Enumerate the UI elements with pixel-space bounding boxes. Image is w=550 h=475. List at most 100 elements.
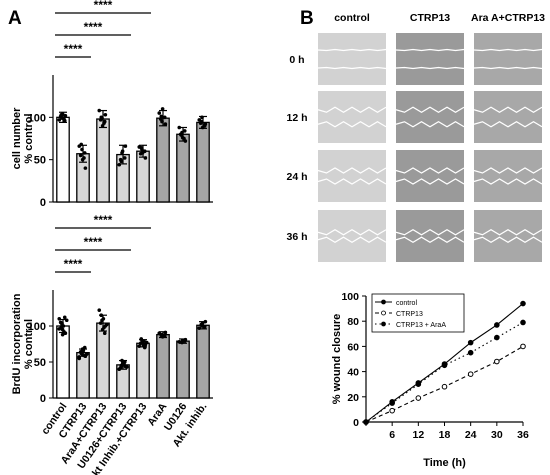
wound-edge-line: [395, 167, 465, 174]
wound-edge-line: [317, 178, 387, 185]
data-point: [159, 333, 164, 338]
data-point: [104, 322, 109, 327]
micrograph-row-label: 24 h: [286, 171, 307, 183]
data-point: [139, 337, 144, 341]
series-marker: [494, 334, 500, 341]
micrograph-column-label: CTRP13: [410, 12, 450, 24]
data-point: [57, 317, 62, 321]
wound-edge-line: [473, 167, 543, 174]
wound-edge-line: [317, 167, 387, 174]
data-point: [177, 125, 182, 130]
series-marker: [389, 400, 395, 406]
data-point: [139, 146, 144, 150]
data-point: [199, 322, 204, 327]
data-point: [120, 151, 124, 155]
data-point: [61, 324, 66, 328]
x-tick-label: 6: [389, 429, 395, 441]
data-point: [200, 115, 204, 120]
micrograph-column-label: Ara A+CTRP13: [471, 12, 545, 24]
legend-label: CTRP13: [396, 311, 423, 318]
bar: [136, 342, 150, 399]
micrograph-tile: [318, 91, 386, 143]
micrograph-row-label: 36 h: [286, 231, 307, 243]
micrograph-row-label: 0 h: [289, 54, 304, 66]
bar: [196, 121, 210, 203]
data-point: [97, 108, 102, 113]
data-point: [182, 129, 187, 133]
data-point: [79, 142, 84, 147]
y-tick-label: 20: [347, 392, 359, 404]
wound-edge-line: [395, 48, 465, 52]
wound-edge-line: [317, 66, 387, 70]
significance-label: ****: [94, 213, 113, 227]
data-point: [60, 321, 64, 325]
wound-edge-line: [473, 106, 543, 113]
data-point: [178, 132, 183, 137]
series-marker: [467, 349, 474, 356]
series-marker: [520, 343, 526, 350]
data-point: [80, 147, 84, 152]
x-tick-label: 12: [412, 429, 424, 441]
data-point: [98, 321, 103, 325]
y-axis-title: cell number% control: [11, 107, 35, 169]
bar: [156, 333, 170, 399]
data-point: [144, 340, 149, 345]
data-point: [97, 308, 102, 312]
data-point: [143, 156, 148, 160]
data-point: [102, 121, 106, 126]
y-axis-title: BrdU incorporation% control: [11, 293, 35, 394]
wound-edge-line: [317, 121, 387, 128]
micrograph-tile: [474, 91, 542, 143]
series-marker: [441, 362, 448, 369]
x-tick-label: 24: [465, 429, 477, 441]
significance-label: ****: [84, 235, 103, 249]
series-marker: [389, 407, 395, 414]
data-point: [198, 121, 203, 126]
series-marker: [441, 383, 448, 390]
micrograph-tile: [474, 33, 542, 85]
panel-label-a: A: [8, 8, 22, 29]
y-tick-label: 80: [347, 316, 359, 328]
data-point: [82, 151, 87, 155]
data-point: [117, 162, 122, 167]
micrograph-tile: [396, 91, 464, 143]
y-tick-label: 40: [347, 367, 359, 379]
data-point: [177, 340, 182, 344]
wound-edge-line: [473, 48, 543, 52]
legend-label: control: [396, 300, 417, 307]
data-point: [124, 365, 129, 369]
data-point: [157, 111, 162, 115]
bar: [56, 116, 70, 203]
bar: [176, 340, 190, 399]
data-point: [78, 350, 83, 354]
data-point: [162, 334, 167, 338]
micrograph-tile: [318, 33, 386, 85]
data-point: [102, 331, 107, 336]
data-point: [162, 115, 167, 120]
y-axis-title: % wound closure: [331, 314, 343, 404]
y-tick-label: 0: [353, 417, 359, 429]
y-tick-label: 0: [40, 393, 46, 405]
data-point: [82, 353, 86, 358]
data-point: [82, 156, 86, 160]
wound-edge-line: [317, 106, 387, 113]
y-tick-label: 0: [40, 197, 46, 209]
x-axis-title: Time (h): [423, 457, 466, 469]
y-tick-label: 50: [34, 155, 46, 167]
bar: [196, 324, 210, 399]
y-tick-label: 100: [28, 112, 46, 124]
data-point: [101, 317, 106, 321]
data-point: [102, 325, 106, 330]
y-axis-title-line: % control: [23, 319, 35, 369]
significance-label: ****: [64, 42, 83, 56]
series-marker: [494, 358, 500, 365]
data-point: [137, 344, 142, 348]
data-point: [138, 151, 143, 156]
data-point: [118, 365, 123, 370]
legend-box: [371, 293, 465, 333]
series-marker: [520, 319, 526, 326]
significance-label: ****: [64, 257, 83, 271]
data-point: [142, 149, 147, 153]
